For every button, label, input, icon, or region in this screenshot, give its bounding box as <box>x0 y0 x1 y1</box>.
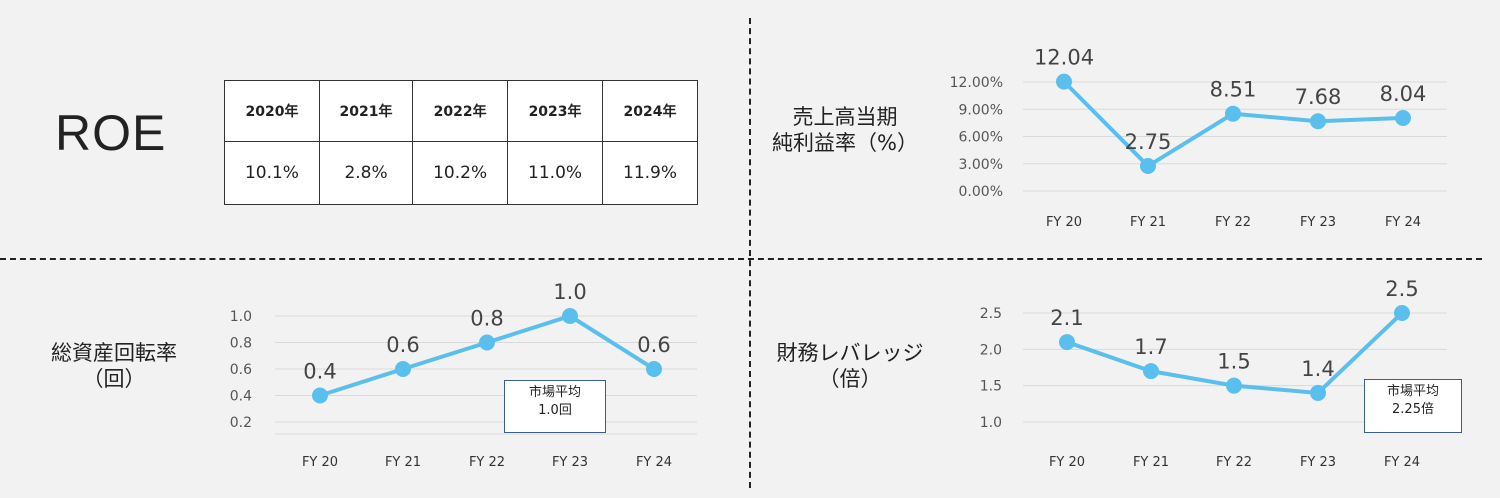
roe-year-cell: 2020年 <box>224 80 320 142</box>
y-tick-label: 0.4 <box>230 389 252 405</box>
data-label: 2.1 <box>1050 306 1083 330</box>
data-label: 1.0 <box>553 280 586 304</box>
roe-year-row: 2020年 2021年 2022年 2023年 2024年 <box>224 80 698 142</box>
financial-leverage-label: 財務レバレッジ （倍） <box>776 341 924 392</box>
y-tick-label: 3.00% <box>959 157 1003 173</box>
y-tick-label: 0.8 <box>230 336 252 352</box>
x-tick-label: FY 23 <box>552 455 588 470</box>
data-label: 1.5 <box>1217 350 1250 374</box>
roe-value-cell: 10.2% <box>412 141 509 205</box>
y-tick-label: 0.00% <box>959 184 1003 200</box>
data-label: 2.5 <box>1385 277 1418 301</box>
x-tick-label: FY 23 <box>1300 215 1336 230</box>
asset-turnover-label: 総資産回転率 （回） <box>51 341 177 392</box>
roe-value-cell: 10.1% <box>224 141 320 205</box>
data-point <box>1394 305 1410 321</box>
data-point <box>395 361 411 377</box>
roe-value-row: 10.1% 2.8% 10.2% 11.0% 11.9% <box>224 141 698 205</box>
x-tick-label: FY 22 <box>469 455 505 470</box>
roe-title: ROE <box>55 105 167 161</box>
data-label: 0.8 <box>470 307 503 331</box>
data-point <box>562 308 578 324</box>
data-point <box>1140 158 1156 175</box>
data-point <box>1310 384 1326 401</box>
data-label: 0.6 <box>386 333 419 357</box>
data-label: 8.51 <box>1210 78 1257 102</box>
x-tick-label: FY 21 <box>385 455 421 470</box>
data-label: 2.75 <box>1125 130 1172 154</box>
x-tick-label: FY 20 <box>302 455 338 470</box>
roe-year-cell: 2023年 <box>507 80 604 142</box>
data-label: 12.04 <box>1034 46 1094 70</box>
x-tick-label: FY 21 <box>1133 455 1169 470</box>
y-tick-label: 2.0 <box>980 342 1002 358</box>
data-point <box>1395 109 1411 126</box>
x-tick-label: FY 24 <box>1384 455 1420 470</box>
x-tick-label: FY 22 <box>1215 215 1251 230</box>
x-tick-label: FY 23 <box>1300 455 1336 470</box>
roe-value-cell: 11.9% <box>602 141 698 205</box>
roe-table: 2020年 2021年 2022年 2023年 2024年 10.1% 2.8%… <box>224 80 698 205</box>
data-label: 8.04 <box>1380 82 1427 106</box>
y-tick-label: 1.5 <box>980 379 1002 395</box>
data-point <box>646 361 662 377</box>
y-tick-label: 0.6 <box>230 362 252 378</box>
roe-value-cell: 11.0% <box>507 141 604 205</box>
data-point <box>1310 113 1326 130</box>
roe-year-cell: 2024年 <box>602 80 698 142</box>
data-point <box>312 387 328 404</box>
x-tick-label: FY 24 <box>636 455 672 470</box>
data-label: 0.6 <box>637 333 670 357</box>
data-label: 7.68 <box>1295 85 1342 109</box>
y-tick-label: 6.00% <box>959 130 1003 146</box>
leverage-market-average-note: 市場平均 2.25倍 <box>1364 379 1462 433</box>
net-margin-label: 売上高当期 純利益率（%） <box>772 105 918 156</box>
y-tick-label: 1.0 <box>980 415 1002 431</box>
roe-value-cell: 2.8% <box>318 141 414 205</box>
data-label: 1.7 <box>1134 335 1167 359</box>
turnover-market-average-note: 市場平均 1.0回 <box>504 380 606 433</box>
x-tick-label: FY 20 <box>1049 455 1085 470</box>
data-point <box>1225 105 1241 122</box>
data-point <box>479 334 495 351</box>
y-tick-label: 0.2 <box>230 415 252 431</box>
y-tick-label: 12.00% <box>950 75 1003 91</box>
data-point <box>1059 334 1075 351</box>
data-point <box>1226 377 1242 394</box>
horizontal-divider <box>0 258 1482 260</box>
y-tick-label: 9.00% <box>959 102 1003 118</box>
data-point <box>1056 73 1072 90</box>
y-tick-label: 1.0 <box>230 309 252 325</box>
vertical-divider <box>749 18 751 488</box>
x-tick-label: FY 20 <box>1046 215 1082 230</box>
data-label: 1.4 <box>1301 357 1334 381</box>
y-tick-label: 2.5 <box>980 306 1002 322</box>
roe-year-cell: 2022年 <box>412 80 509 142</box>
x-tick-label: FY 22 <box>1216 455 1252 470</box>
x-tick-label: FY 24 <box>1385 215 1421 230</box>
x-tick-label: FY 21 <box>1130 215 1166 230</box>
data-point <box>1143 363 1159 380</box>
data-label: 0.4 <box>303 360 336 384</box>
